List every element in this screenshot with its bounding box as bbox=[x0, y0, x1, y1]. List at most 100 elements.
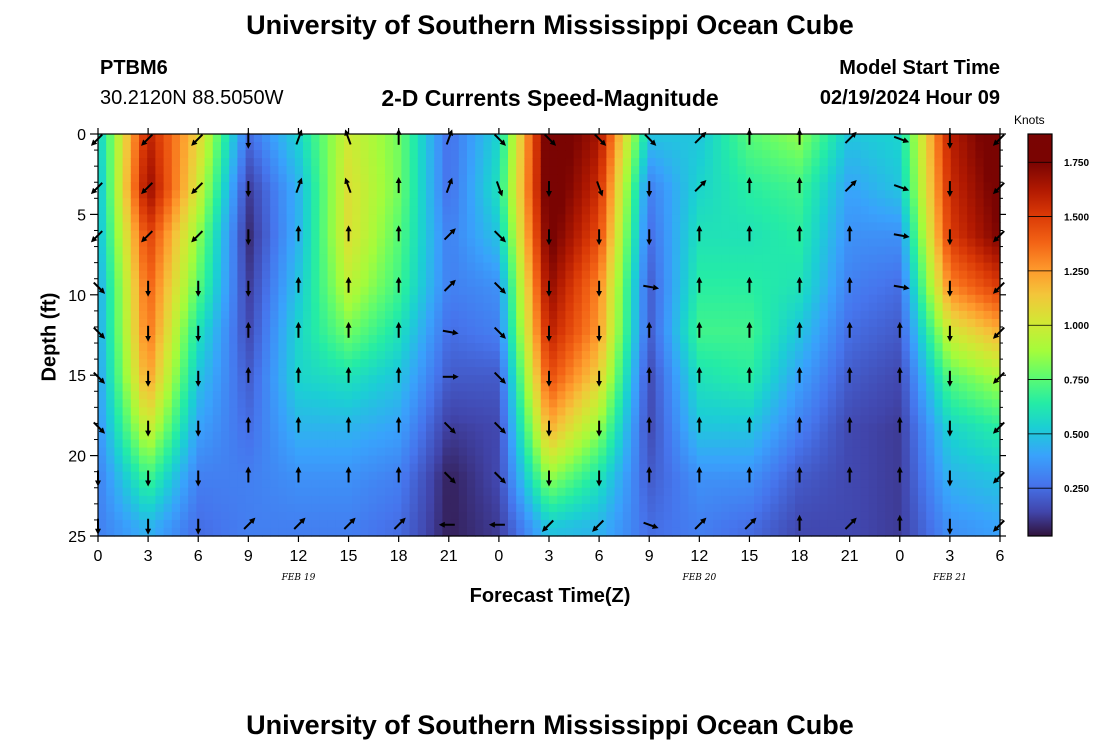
heatmap-cell bbox=[836, 198, 845, 207]
heatmap-cell bbox=[606, 270, 616, 280]
heatmap-cell bbox=[622, 407, 632, 416]
heatmap-cell bbox=[819, 270, 829, 280]
heatmap-cell bbox=[819, 278, 829, 288]
heatmap-cell bbox=[385, 174, 394, 183]
heatmap-cell bbox=[352, 238, 361, 248]
heatmap-cell bbox=[139, 487, 148, 497]
heatmap-cell bbox=[721, 174, 730, 183]
heatmap-cell bbox=[442, 375, 452, 384]
heatmap-cell bbox=[754, 503, 763, 513]
heatmap-cell bbox=[253, 439, 263, 449]
heatmap-cell bbox=[221, 286, 230, 296]
heatmap-cell bbox=[745, 246, 755, 256]
heatmap-cell bbox=[844, 134, 853, 143]
heatmap-cell bbox=[598, 359, 607, 368]
heatmap-cell bbox=[885, 190, 894, 199]
heatmap-cell bbox=[221, 335, 230, 344]
heatmap-cell bbox=[573, 479, 583, 489]
heatmap-cell bbox=[368, 278, 378, 288]
heatmap-cell bbox=[376, 471, 386, 481]
heatmap-cell bbox=[860, 479, 870, 489]
heatmap-cell bbox=[155, 158, 165, 167]
heatmap-cell bbox=[893, 439, 903, 449]
heatmap-cell bbox=[147, 447, 156, 457]
heatmap-cell bbox=[762, 351, 771, 360]
heatmap-cell bbox=[795, 166, 804, 175]
heatmap-cell bbox=[868, 286, 878, 296]
heatmap-cell bbox=[893, 142, 903, 151]
heatmap-cell bbox=[155, 286, 165, 296]
heatmap-cell bbox=[106, 190, 115, 199]
heatmap-cell bbox=[114, 359, 124, 368]
heatmap-cell bbox=[426, 302, 435, 312]
heatmap-cell bbox=[885, 383, 894, 392]
heatmap-cell bbox=[434, 142, 443, 151]
heatmap-cell bbox=[393, 391, 402, 400]
heatmap-cell bbox=[360, 359, 370, 368]
heatmap-cell bbox=[122, 447, 132, 457]
heatmap-cell bbox=[549, 174, 558, 183]
heatmap-cell bbox=[811, 519, 821, 529]
heatmap-cell bbox=[508, 463, 517, 473]
heatmap-cell bbox=[139, 174, 148, 183]
heatmap-cell bbox=[532, 166, 542, 175]
heatmap-cell bbox=[639, 166, 648, 175]
heatmap-cell bbox=[327, 318, 337, 328]
heatmap-cell bbox=[180, 519, 189, 529]
heatmap-cell bbox=[171, 286, 181, 296]
heatmap-cell bbox=[713, 439, 722, 449]
heatmap-cell bbox=[713, 519, 722, 529]
heatmap-cell bbox=[729, 519, 739, 529]
heatmap-cell bbox=[688, 351, 698, 360]
heatmap-cell bbox=[237, 174, 247, 183]
heatmap-cell bbox=[122, 142, 132, 151]
heatmap-cell bbox=[745, 270, 755, 280]
heatmap-cell bbox=[335, 238, 345, 248]
heatmap-cell bbox=[221, 447, 230, 457]
heatmap-cell bbox=[442, 415, 452, 425]
heatmap-cell bbox=[188, 246, 197, 256]
heatmap-cell bbox=[467, 407, 476, 416]
heatmap-cell bbox=[155, 134, 165, 143]
heatmap-cell bbox=[385, 142, 394, 151]
heatmap-cell bbox=[499, 439, 509, 449]
heatmap-cell bbox=[458, 487, 468, 497]
heatmap-cell bbox=[360, 479, 370, 489]
heatmap-cell bbox=[360, 351, 370, 360]
heatmap-cell bbox=[803, 206, 812, 215]
heatmap-cell bbox=[450, 471, 460, 481]
heatmap-cell bbox=[499, 479, 509, 489]
heatmap-cell bbox=[827, 455, 837, 465]
heatmap-cell bbox=[229, 527, 238, 537]
heatmap-cell bbox=[294, 495, 304, 505]
heatmap-cell bbox=[327, 142, 337, 151]
heatmap-cell bbox=[680, 463, 689, 473]
heatmap-cell bbox=[680, 439, 689, 449]
heatmap-cell bbox=[565, 254, 575, 264]
heatmap-cell bbox=[590, 326, 599, 336]
heatmap-cell bbox=[352, 479, 361, 489]
heatmap-cell bbox=[196, 391, 206, 400]
heatmap-cell bbox=[237, 182, 247, 191]
heatmap-cell bbox=[171, 310, 181, 320]
heatmap-cell bbox=[401, 503, 411, 513]
heatmap-cell bbox=[262, 158, 271, 167]
heatmap-cell bbox=[762, 150, 771, 159]
heatmap-cell bbox=[672, 150, 681, 159]
heatmap-cell bbox=[868, 262, 878, 272]
heatmap-cell bbox=[852, 222, 862, 232]
heatmap-cell bbox=[188, 174, 197, 183]
heatmap-cell bbox=[327, 335, 337, 344]
heatmap-cell bbox=[122, 471, 132, 481]
heatmap-cell bbox=[245, 134, 255, 143]
heatmap-cell bbox=[147, 503, 156, 513]
heatmap-cell bbox=[278, 270, 288, 280]
heatmap-cell bbox=[294, 142, 304, 151]
heatmap-cell bbox=[163, 246, 173, 256]
heatmap-cell bbox=[130, 383, 140, 392]
heatmap-cell bbox=[844, 142, 853, 151]
heatmap-cell bbox=[122, 190, 132, 199]
heatmap-cell bbox=[450, 206, 460, 215]
heatmap-cell bbox=[713, 495, 722, 505]
heatmap-cell bbox=[590, 150, 599, 159]
